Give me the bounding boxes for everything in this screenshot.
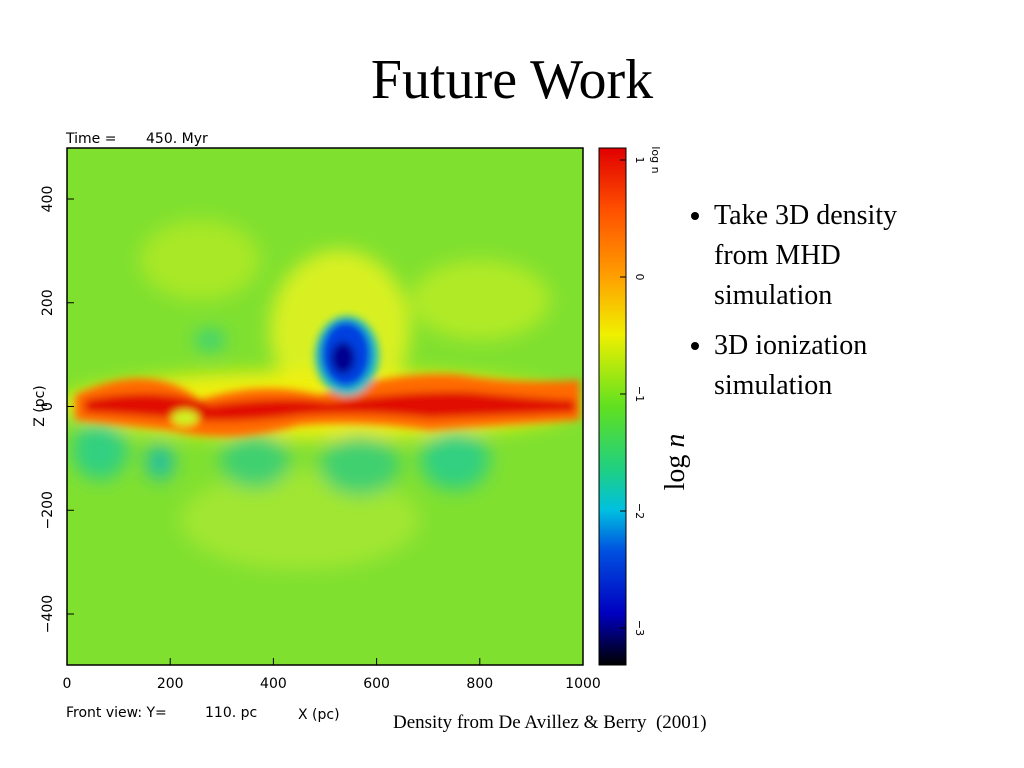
colorbar-tick-label: 0	[633, 274, 646, 281]
x-tick-label: 800	[466, 676, 493, 692]
time-label: Time =	[65, 131, 116, 147]
colorbar-title: log n	[660, 434, 691, 491]
x-tick-label: 600	[363, 676, 390, 692]
view-value: 110. pc	[205, 705, 257, 721]
colorbar-tick-label: −3	[633, 620, 646, 636]
x-tick-label: 400	[260, 676, 287, 692]
colorbar-label: log n	[649, 146, 662, 173]
x-tick-label: 200	[157, 676, 184, 692]
colorbar	[598, 147, 627, 666]
colorbar-tick-label: −1	[633, 386, 646, 402]
slide-title: Future Work	[370, 49, 654, 111]
colorbar-tick-label: −2	[633, 503, 646, 519]
density-map	[67, 148, 583, 665]
x-tick-label: 0	[63, 676, 72, 692]
bullet: Take 3D density from MHD simulation	[714, 196, 932, 316]
y-tick-label: 0	[40, 402, 56, 411]
y-axis-label: Z (pc)	[32, 385, 48, 427]
y-tick-label: −400	[40, 595, 56, 633]
x-axis-label: X (pc)	[298, 707, 340, 723]
y-tick-label: −200	[40, 491, 56, 529]
view-label: Front view: Y=	[66, 705, 167, 721]
colorbar-title-text: log	[660, 455, 691, 491]
y-tick-label: 400	[40, 186, 56, 213]
bullet-list: Take 3D density from MHD simulation 3D io…	[672, 196, 932, 416]
y-tick-label: 200	[40, 289, 56, 316]
caption: Density from De Avillez & Berry (2001)	[393, 712, 707, 733]
x-tick-label: 1000	[565, 676, 601, 692]
colorbar-title-var: n	[660, 434, 691, 448]
bullet: 3D ionization simulation	[714, 326, 932, 406]
colorbar-tick-label: 1	[633, 157, 646, 164]
time-value: 450. Myr	[146, 131, 208, 147]
